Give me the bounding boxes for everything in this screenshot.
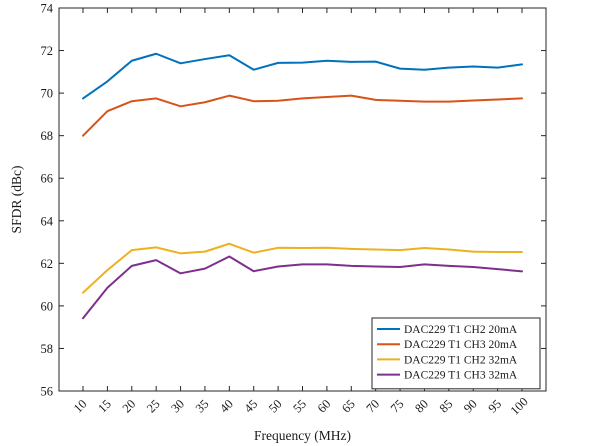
y-tick-label: 60 [41, 299, 54, 313]
x-tick-label: 10 [71, 397, 90, 416]
y-tick-label: 64 [41, 214, 54, 228]
x-tick-label: 30 [168, 397, 187, 416]
y-axis-label: SFDR (dBc) [9, 166, 24, 234]
x-tick-label: 60 [315, 397, 334, 416]
series-line-3 [82, 242, 523, 294]
y-tick-label: 70 [41, 87, 54, 101]
y-tick-label: 72 [41, 44, 54, 58]
x-tick-label: 80 [412, 397, 431, 416]
legend-label-4: DAC229 T1 CH3 32mA [404, 370, 518, 382]
series-line-4 [82, 255, 523, 320]
x-tick-label: 40 [217, 397, 236, 416]
x-tick-label: 90 [461, 397, 480, 416]
legend-label-2: DAC229 T1 CH3 20mA [404, 339, 518, 351]
x-tick-label: 35 [193, 397, 212, 416]
x-tick-label: 55 [290, 397, 309, 416]
series-line-2 [82, 94, 523, 137]
legend-label-1: DAC229 T1 CH2 20mA [404, 324, 518, 336]
y-tick-label: 58 [41, 342, 54, 356]
x-tick-label: 25 [144, 397, 163, 416]
x-tick-label: 100 [508, 395, 531, 418]
x-tick-label: 45 [242, 397, 261, 416]
x-tick-label: 20 [120, 397, 139, 416]
series-lines [82, 52, 523, 320]
legend-label-3: DAC229 T1 CH2 32mA [404, 354, 518, 366]
legend: DAC229 T1 CH2 20mA DAC229 T1 CH3 20mA DAC2… [371, 317, 541, 390]
y-tick-label: 56 [41, 385, 54, 399]
series-line-1 [82, 52, 523, 100]
y-tick-label: 74 [41, 2, 54, 16]
x-tick-label: 85 [437, 397, 456, 416]
x-axis-label: Frequency (MHz) [254, 428, 351, 443]
x-tick-label: 75 [388, 397, 407, 416]
x-tick-label: 50 [266, 397, 285, 416]
x-tick-label: 70 [363, 397, 382, 416]
y-tick-label: 68 [41, 129, 54, 143]
y-tick-label: 62 [41, 257, 54, 271]
x-tick-label: 65 [339, 397, 358, 416]
x-tick-label: 95 [485, 397, 504, 416]
x-tick-label: 15 [95, 397, 114, 416]
y-tick-label: 66 [41, 172, 54, 186]
